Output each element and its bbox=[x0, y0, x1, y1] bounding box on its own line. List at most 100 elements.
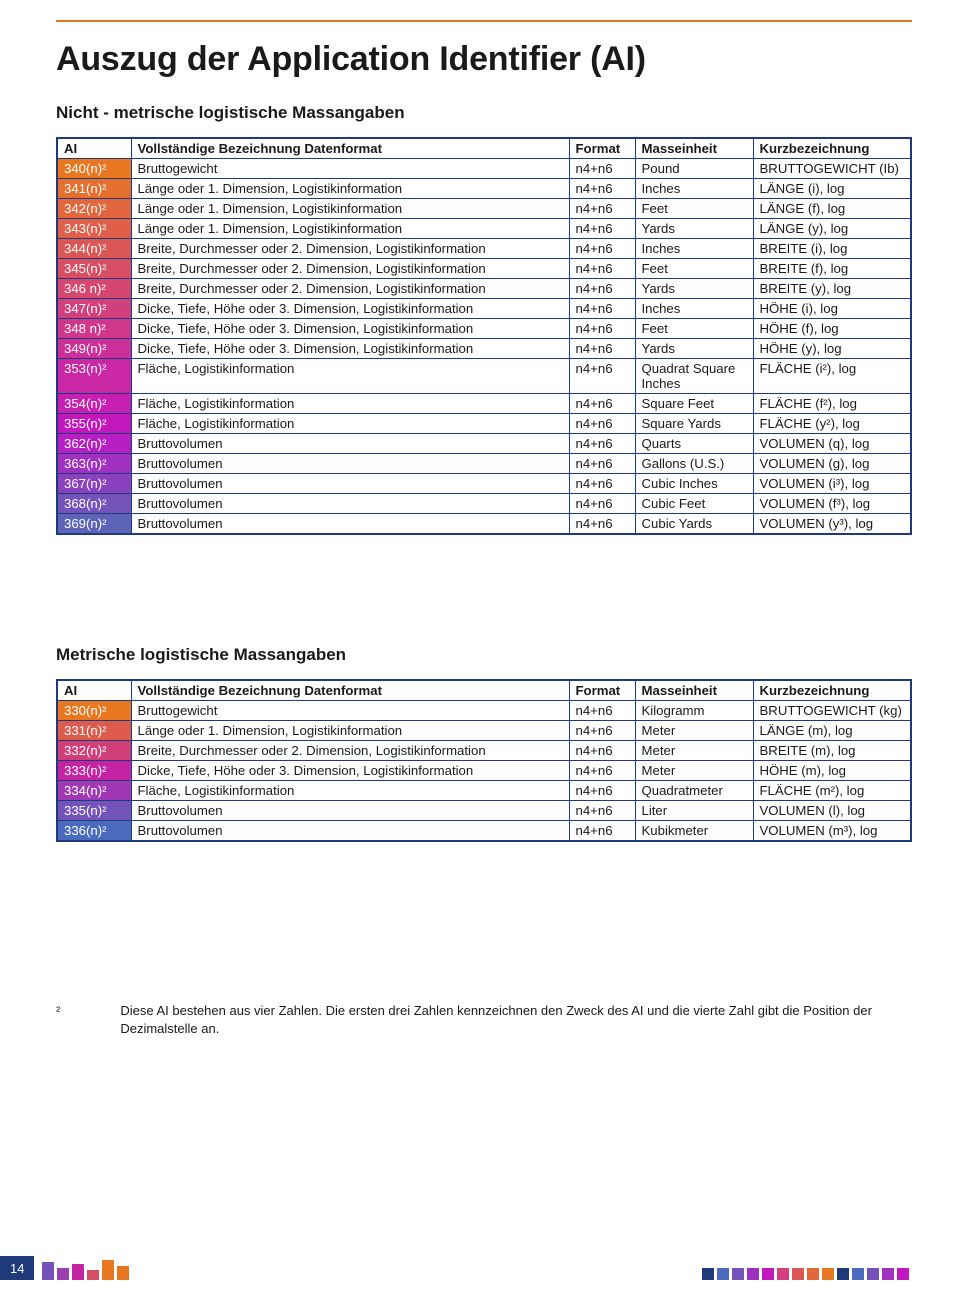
table-row: 344(n)²Breite, Durchmesser oder 2. Dimen… bbox=[57, 239, 911, 259]
table-row: 363(n)²Bruttovolumenn4+n6Gallons (U.S.)V… bbox=[57, 454, 911, 474]
cell-desc: Länge oder 1. Dimension, Logistikinforma… bbox=[131, 219, 569, 239]
cell-desc: Bruttovolumen bbox=[131, 474, 569, 494]
cell-desc: Breite, Durchmesser oder 2. Dimension, L… bbox=[131, 239, 569, 259]
decoration-square bbox=[837, 1268, 849, 1280]
cell-desc: Dicke, Tiefe, Höhe oder 3. Dimension, Lo… bbox=[131, 319, 569, 339]
cell-ai: 342(n)² bbox=[57, 199, 131, 219]
cell-desc: Dicke, Tiefe, Höhe oder 3. Dimension, Lo… bbox=[131, 299, 569, 319]
cell-short: VOLUMEN (l), log bbox=[753, 801, 911, 821]
cell-format: n4+n6 bbox=[569, 359, 635, 394]
cell-ai: 335(n)² bbox=[57, 801, 131, 821]
table-row: 340(n)²Bruttogewichtn4+n6PoundBRUTTOGEWI… bbox=[57, 159, 911, 179]
decoration-left bbox=[42, 1260, 132, 1280]
cell-ai: 333(n)² bbox=[57, 761, 131, 781]
col-short: Kurzbezeichnung bbox=[753, 138, 911, 159]
cell-unit: Square Yards bbox=[635, 414, 753, 434]
cell-format: n4+n6 bbox=[569, 159, 635, 179]
col-ai: AI bbox=[57, 680, 131, 701]
table-row: 341(n)²Länge oder 1. Dimension, Logistik… bbox=[57, 179, 911, 199]
cell-unit: Cubic Yards bbox=[635, 514, 753, 535]
cell-format: n4+n6 bbox=[569, 259, 635, 279]
table-header-row: AI Vollständige Bezeichnung Datenformat … bbox=[57, 680, 911, 701]
col-short: Kurzbezeichnung bbox=[753, 680, 911, 701]
decoration-square bbox=[72, 1264, 84, 1280]
cell-desc: Breite, Durchmesser oder 2. Dimension, L… bbox=[131, 259, 569, 279]
cell-short: HÖHE (f), log bbox=[753, 319, 911, 339]
cell-desc: Dicke, Tiefe, Höhe oder 3. Dimension, Lo… bbox=[131, 761, 569, 781]
cell-ai: 348 n)² bbox=[57, 319, 131, 339]
table-row: 334(n)²Fläche, Logistikinformationn4+n6Q… bbox=[57, 781, 911, 801]
table-row: 347(n)²Dicke, Tiefe, Höhe oder 3. Dimens… bbox=[57, 299, 911, 319]
cell-desc: Länge oder 1. Dimension, Logistikinforma… bbox=[131, 721, 569, 741]
decoration-square bbox=[897, 1268, 909, 1280]
table-row: 348 n)²Dicke, Tiefe, Höhe oder 3. Dimens… bbox=[57, 319, 911, 339]
cell-unit: Feet bbox=[635, 259, 753, 279]
cell-short: VOLUMEN (i³), log bbox=[753, 474, 911, 494]
cell-ai: 368(n)² bbox=[57, 494, 131, 514]
cell-unit: Inches bbox=[635, 239, 753, 259]
table-row: 367(n)²Bruttovolumenn4+n6Cubic InchesVOL… bbox=[57, 474, 911, 494]
decoration-square bbox=[42, 1262, 54, 1280]
decoration-square bbox=[822, 1268, 834, 1280]
cell-short: VOLUMEN (f³), log bbox=[753, 494, 911, 514]
cell-unit: Meter bbox=[635, 721, 753, 741]
cell-desc: Fläche, Logistikinformation bbox=[131, 394, 569, 414]
table-nonmetric: AI Vollständige Bezeichnung Datenformat … bbox=[56, 137, 912, 535]
table-row: 335(n)²Bruttovolumenn4+n6LiterVOLUMEN (l… bbox=[57, 801, 911, 821]
cell-desc: Bruttovolumen bbox=[131, 801, 569, 821]
section-2-title: Metrische logistische Massangaben bbox=[56, 645, 912, 665]
page-number: 14 bbox=[0, 1256, 34, 1280]
table-row: 332(n)²Breite, Durchmesser oder 2. Dimen… bbox=[57, 741, 911, 761]
cell-short: VOLUMEN (m³), log bbox=[753, 821, 911, 842]
cell-format: n4+n6 bbox=[569, 801, 635, 821]
decoration-square bbox=[702, 1268, 714, 1280]
cell-ai: 355(n)² bbox=[57, 414, 131, 434]
col-unit: Masseinheit bbox=[635, 680, 753, 701]
table-row: 369(n)²Bruttovolumenn4+n6Cubic YardsVOLU… bbox=[57, 514, 911, 535]
table-metric: AI Vollständige Bezeichnung Datenformat … bbox=[56, 679, 912, 842]
cell-format: n4+n6 bbox=[569, 394, 635, 414]
cell-desc: Fläche, Logistikinformation bbox=[131, 414, 569, 434]
table-row: 342(n)²Länge oder 1. Dimension, Logistik… bbox=[57, 199, 911, 219]
table-row: 355(n)²Fläche, Logistikinformationn4+n6S… bbox=[57, 414, 911, 434]
decoration-square bbox=[117, 1266, 129, 1280]
cell-format: n4+n6 bbox=[569, 219, 635, 239]
table-row: 343(n)²Länge oder 1. Dimension, Logistik… bbox=[57, 219, 911, 239]
cell-short: VOLUMEN (y³), log bbox=[753, 514, 911, 535]
cell-ai: 367(n)² bbox=[57, 474, 131, 494]
cell-ai: 344(n)² bbox=[57, 239, 131, 259]
cell-format: n4+n6 bbox=[569, 821, 635, 842]
cell-desc: Bruttovolumen bbox=[131, 454, 569, 474]
cell-format: n4+n6 bbox=[569, 414, 635, 434]
table-row: 330(n)²Bruttogewichtn4+n6KilogrammBRUTTO… bbox=[57, 701, 911, 721]
decoration-square bbox=[87, 1270, 99, 1280]
table-row: 354(n)²Fläche, Logistikinformationn4+n6S… bbox=[57, 394, 911, 414]
cell-desc: Bruttovolumen bbox=[131, 514, 569, 535]
cell-short: HÖHE (i), log bbox=[753, 299, 911, 319]
col-ai: AI bbox=[57, 138, 131, 159]
cell-desc: Fläche, Logistikinformation bbox=[131, 359, 569, 394]
cell-desc: Fläche, Logistikinformation bbox=[131, 781, 569, 801]
cell-short: FLÄCHE (f²), log bbox=[753, 394, 911, 414]
cell-unit: Inches bbox=[635, 299, 753, 319]
cell-format: n4+n6 bbox=[569, 741, 635, 761]
footnote-text: Diese AI bestehen aus vier Zahlen. Die e… bbox=[120, 1002, 912, 1037]
footnote: ² Diese AI bestehen aus vier Zahlen. Die… bbox=[56, 1002, 912, 1037]
cell-desc: Bruttovolumen bbox=[131, 494, 569, 514]
cell-unit: Liter bbox=[635, 801, 753, 821]
cell-unit: Cubic Feet bbox=[635, 494, 753, 514]
cell-ai: 336(n)² bbox=[57, 821, 131, 842]
cell-ai: 369(n)² bbox=[57, 514, 131, 535]
cell-short: BRUTTOGEWICHT (kg) bbox=[753, 701, 911, 721]
cell-unit: Quarts bbox=[635, 434, 753, 454]
decoration-square bbox=[882, 1268, 894, 1280]
cell-short: FLÄCHE (y²), log bbox=[753, 414, 911, 434]
cell-unit: Meter bbox=[635, 761, 753, 781]
table-row: 346 n)²Breite, Durchmesser oder 2. Dimen… bbox=[57, 279, 911, 299]
cell-short: BREITE (m), log bbox=[753, 741, 911, 761]
cell-format: n4+n6 bbox=[569, 454, 635, 474]
cell-unit: Inches bbox=[635, 179, 753, 199]
table-header-row: AI Vollständige Bezeichnung Datenformat … bbox=[57, 138, 911, 159]
decoration-square bbox=[777, 1268, 789, 1280]
cell-format: n4+n6 bbox=[569, 179, 635, 199]
